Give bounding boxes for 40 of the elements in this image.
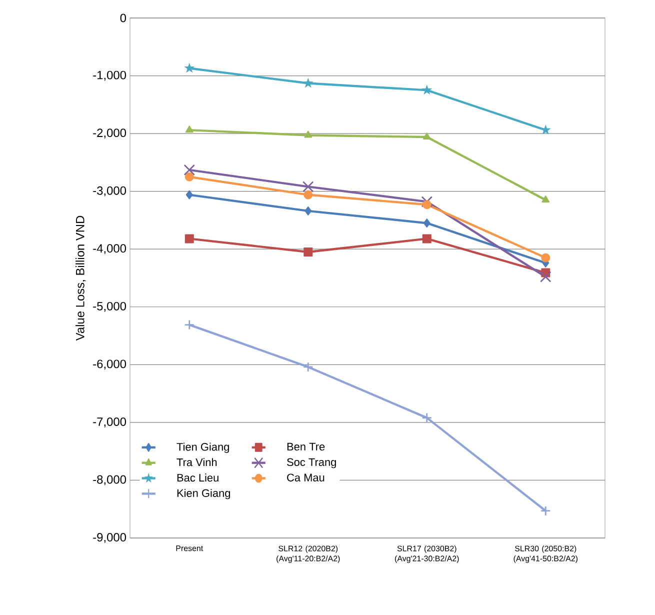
legend-label: Ca Mau	[287, 474, 324, 482]
point	[184, 62, 195, 73]
point	[302, 78, 314, 88]
point	[422, 132, 431, 140]
legend-label: Tien Giang	[176, 442, 229, 453]
point	[541, 506, 550, 516]
point	[423, 218, 430, 228]
y-tick-label: -8,000	[93, 475, 126, 486]
point	[184, 234, 194, 244]
point	[422, 84, 432, 95]
y-tick-label: -5,000	[93, 302, 126, 312]
point	[186, 190, 193, 200]
point	[422, 234, 432, 244]
point	[541, 253, 550, 262]
point	[185, 126, 194, 133]
y-tick-label: -6,000	[93, 360, 126, 370]
y-tick-label: -9,000	[93, 533, 126, 543]
legend-label: Ben Tre	[287, 442, 325, 451]
y-tick-label: -7,000	[93, 417, 126, 428]
point	[304, 247, 313, 256]
y-tick-label: -4,000	[93, 244, 126, 254]
point	[302, 181, 314, 192]
point	[304, 206, 312, 216]
point	[422, 200, 432, 210]
point	[542, 195, 550, 202]
y-tick-label: -3,000	[93, 186, 126, 196]
legend-label: Soc Trang	[287, 458, 336, 468]
point	[184, 172, 194, 182]
y-tick-label: 0	[120, 14, 126, 22]
y-axis-title: Value Loss, Billion VND	[76, 216, 86, 341]
legend-label: Bac Lieu	[177, 474, 218, 482]
y-tick-label: -1,000	[93, 70, 126, 81]
point	[422, 413, 432, 422]
point	[304, 190, 313, 200]
legend-label: Tra Vinh	[176, 458, 217, 466]
point	[540, 271, 552, 282]
point	[304, 130, 312, 138]
point	[184, 320, 194, 330]
legend-label: Kien Giang	[177, 488, 230, 500]
y-tick-label: -2,000	[93, 128, 126, 138]
